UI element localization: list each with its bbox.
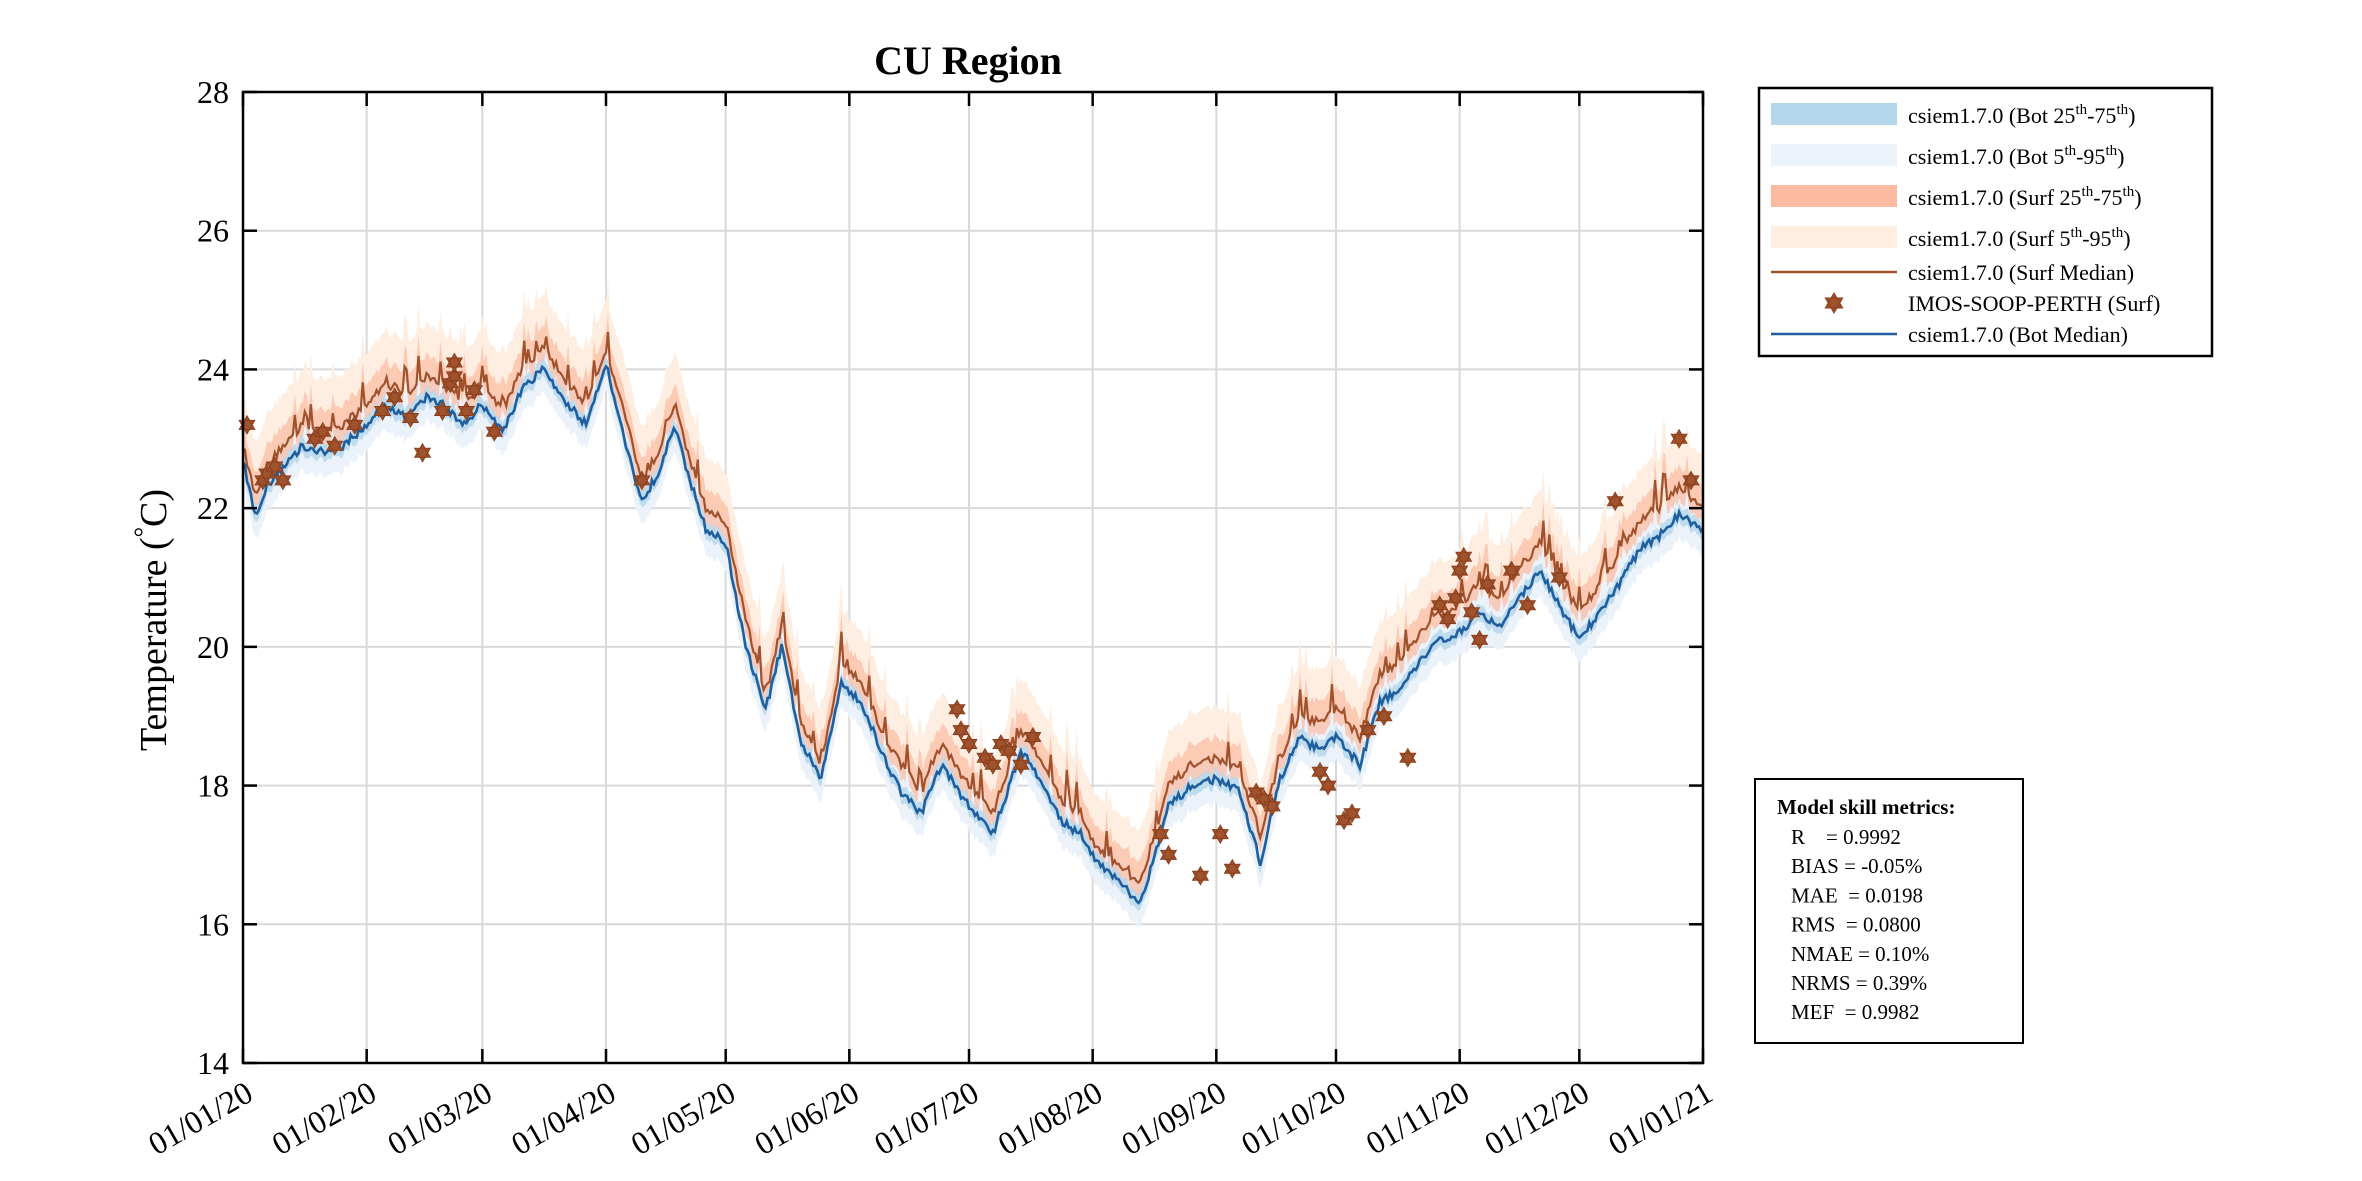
observation-point: [1518, 595, 1537, 616]
legend-label: csiem1.7.0 (Surf Median): [1908, 260, 2134, 285]
legend-label: csiem1.7.0 (Bot 25th-75th): [1908, 102, 2135, 128]
observation-point: [952, 720, 970, 741]
observation-point: [1431, 595, 1449, 616]
metrics-line: RMS = 0.0800: [1791, 913, 1921, 937]
y-tick-label: 14: [197, 1045, 229, 1081]
observation-point: [1359, 720, 1377, 741]
observation-point: [346, 414, 364, 435]
observation-point: [326, 435, 344, 456]
observation-point: [413, 442, 432, 463]
observation-point: [1211, 824, 1229, 845]
metrics-box: [1754, 778, 2024, 1044]
legend: csiem1.7.0 (Bot 25th-75th) csiem1.7.0 (Bo…: [1757, 86, 2214, 358]
observation-point: [1311, 761, 1329, 782]
observation-point: [274, 470, 292, 491]
observation-point: [948, 699, 966, 720]
observation-point: [1343, 803, 1361, 824]
observation-point: [465, 380, 484, 401]
y-tick-label: 28: [197, 74, 229, 110]
observation-point: [633, 470, 651, 491]
observation-point: [1550, 567, 1569, 588]
observation-point: [485, 421, 503, 442]
observation-point: [1151, 824, 1170, 845]
observation-markers: [238, 352, 1700, 886]
legend-label: csiem1.7.0 (Surf 25th-75th): [1908, 184, 2142, 210]
y-axis-label: Temperature (°C): [129, 489, 175, 751]
observation-point: [1399, 747, 1417, 768]
metrics-line: MAE = 0.0198: [1791, 883, 1923, 907]
observation-point: [1024, 727, 1042, 747]
observation-point: [1263, 796, 1281, 817]
y-tick-label: 18: [197, 768, 229, 804]
observation-point: [266, 456, 284, 477]
legend-swatch: [1771, 103, 1897, 125]
observation-point: [1000, 740, 1018, 761]
observation-point: [1502, 560, 1521, 581]
y-tick-label: 26: [197, 213, 229, 249]
observation-point: [445, 352, 464, 373]
y-axis-unit: C): [133, 489, 175, 527]
observation-point: [1470, 629, 1489, 650]
observation-point: [1375, 706, 1393, 727]
legend-swatch: [1771, 226, 1897, 248]
legend-label: IMOS-SOOP-PERTH (Surf): [1908, 291, 2160, 316]
observation-point: [1670, 428, 1688, 449]
y-axis-label-text: Temperature (: [133, 537, 175, 751]
legend-label: csiem1.7.0 (Bot 5th-95th): [1908, 143, 2124, 169]
observation-point: [1478, 574, 1497, 595]
observation-point: [1455, 546, 1473, 567]
y-axis-degree: °: [129, 527, 158, 537]
observation-point: [1319, 775, 1337, 796]
observation-point: [433, 400, 452, 422]
y-tick-label: 24: [197, 351, 229, 387]
observation-point: [457, 401, 476, 421]
legend-swatch: [1824, 292, 1844, 314]
skill-metrics-box: Model skill metrics: R = 0.9992 BIAS = -0.…: [1754, 778, 2024, 1044]
metrics-line: NMAE = 0.10%: [1791, 942, 1929, 966]
observation-point: [1159, 844, 1178, 865]
observation-point: [1606, 491, 1624, 512]
observation-point: [1191, 865, 1210, 886]
y-tick-label: 20: [197, 629, 229, 665]
observation-point: [960, 734, 978, 754]
legend-swatch: [1771, 185, 1897, 207]
observation-point: [385, 387, 404, 408]
y-tick-label: 22: [197, 490, 229, 526]
legend-label: csiem1.7.0 (Bot Median): [1908, 322, 2128, 347]
metrics-title: Model skill metrics:: [1777, 795, 1955, 819]
observation-point: [373, 401, 392, 421]
plot-frame: [241, 90, 1705, 1065]
chart-title: CU Region: [874, 38, 1062, 83]
y-tick-label: 16: [197, 906, 229, 942]
observation-point: [1223, 858, 1241, 879]
observation-point: [1439, 609, 1457, 630]
bot-median-line: [242, 364, 1705, 905]
metrics-line: NRMS = 0.39%: [1791, 971, 1927, 995]
legend-swatch: [1771, 144, 1897, 166]
metrics-line: BIAS = -0.05%: [1791, 854, 1922, 878]
metrics-line: MEF = 0.9982: [1791, 1000, 1920, 1024]
metrics-line: R = 0.9992: [1791, 825, 1901, 849]
observation-point: [1012, 754, 1030, 775]
observation-point: [314, 421, 332, 442]
observation-point: [984, 754, 1002, 775]
observation-point: [1447, 588, 1465, 609]
legend-label: csiem1.7.0 (Surf 5th-95th): [1908, 225, 2131, 251]
observation-point: [1462, 602, 1481, 623]
observation-point: [1682, 470, 1700, 491]
observation-point: [401, 408, 420, 428]
